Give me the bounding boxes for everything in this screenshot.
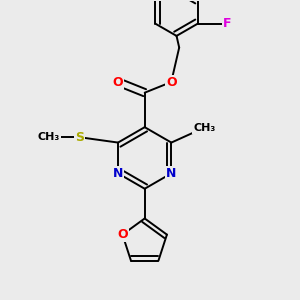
Text: O: O — [117, 228, 128, 241]
Text: S: S — [75, 131, 84, 144]
Text: CH₃: CH₃ — [193, 123, 215, 133]
Text: O: O — [113, 76, 124, 88]
Text: N: N — [166, 167, 176, 180]
Text: N: N — [113, 167, 123, 180]
Text: O: O — [166, 76, 176, 88]
Text: F: F — [223, 17, 231, 30]
Text: CH₃: CH₃ — [38, 132, 60, 142]
